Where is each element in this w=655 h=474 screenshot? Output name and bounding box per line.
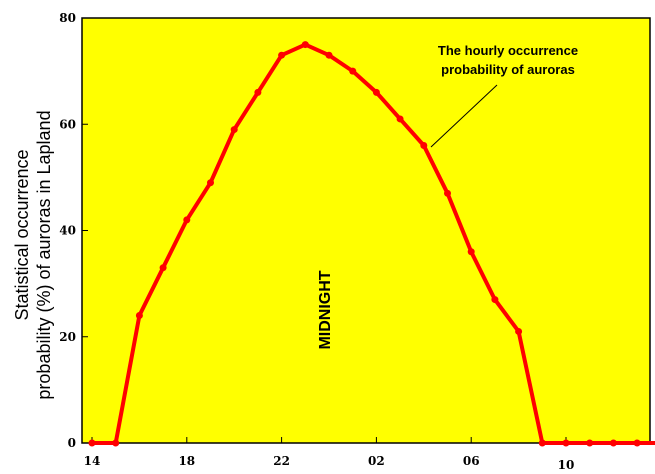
plot-area	[81, 17, 651, 444]
y-tick-label: 60	[59, 117, 76, 131]
x-tick-label: 14	[84, 454, 101, 468]
y-tick-label: 0	[68, 436, 76, 450]
data-point	[278, 51, 286, 59]
data-point	[301, 41, 309, 49]
data-point	[562, 439, 570, 447]
data-point	[491, 296, 499, 304]
data-point	[349, 67, 357, 75]
data-point	[112, 439, 120, 447]
data-point	[444, 189, 451, 197]
data-point	[135, 312, 143, 319]
data-point	[183, 216, 191, 224]
y-tick-label: 20	[59, 330, 76, 344]
data-point	[159, 264, 167, 272]
data-point	[88, 439, 96, 447]
data-point	[207, 179, 214, 187]
annotation-line-2: probability of auroras	[441, 62, 575, 77]
x-axis-ticks: 14 18 22 02 06 10	[84, 437, 575, 472]
y-axis-label-line-1: Statistical occurrence	[12, 149, 32, 320]
data-point	[609, 439, 617, 447]
data-point	[230, 126, 238, 134]
data-point	[325, 51, 333, 59]
x-tick-label: 22	[273, 454, 290, 468]
data-point	[633, 439, 641, 447]
y-tick-label: 80	[59, 11, 76, 25]
y-axis-label-line-2: probability (%) of auroras in Lapland	[34, 110, 54, 399]
data-point	[515, 327, 523, 335]
midnight-label: MIDNIGHT	[317, 270, 334, 349]
data-point	[538, 439, 546, 447]
x-tick-label: 06	[463, 454, 480, 468]
x-tick-label: 18	[178, 454, 195, 468]
data-point	[420, 142, 428, 149]
data-point	[586, 439, 594, 447]
y-tick-label: 40	[59, 224, 76, 238]
y-axis-ticks: 0 20 40 60 80	[59, 11, 88, 450]
x-tick-label: 10	[558, 458, 575, 472]
data-point	[467, 248, 475, 256]
series-group	[88, 41, 655, 447]
annotation-line-1: The hourly occurrence	[438, 43, 578, 58]
data-point	[396, 115, 404, 123]
x-tick-label: 02	[368, 454, 385, 468]
data-point	[372, 88, 380, 96]
annotation-pointer	[430, 84, 498, 148]
data-point	[254, 88, 262, 96]
